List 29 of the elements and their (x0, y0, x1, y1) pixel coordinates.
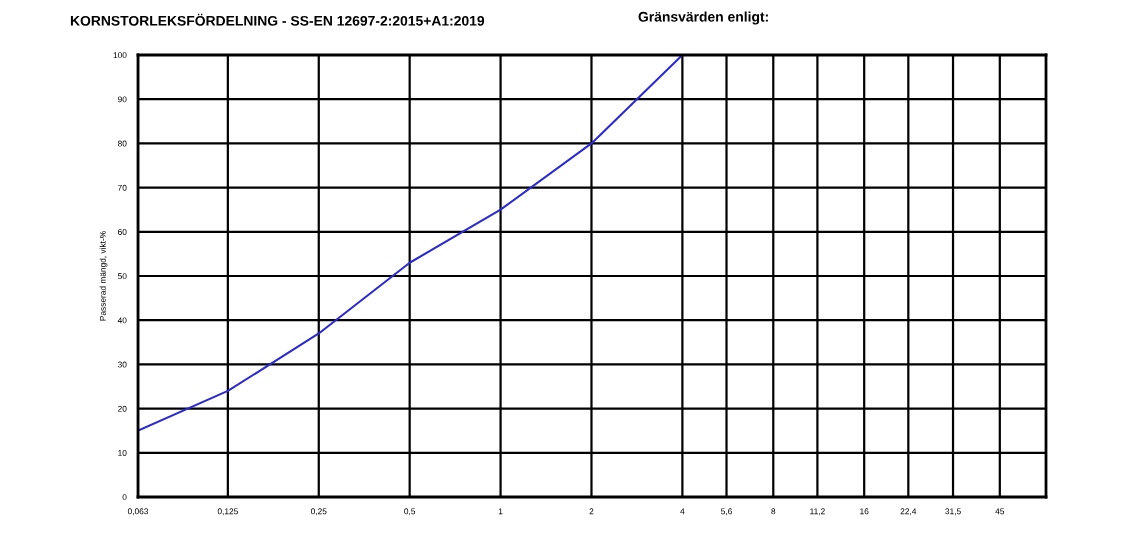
x-tick-label: 0,5 (404, 508, 416, 516)
y-tick-label: 30 (117, 361, 127, 368)
text: Gränsvärden enligt: (638, 11, 768, 25)
y-tick-label: 80 (117, 140, 127, 147)
chart-title: KORNSTORLEKSFÖRDELNING - SS-EN 12697-2:2015+A1:2019 (70, 13, 485, 26)
x-tick-label: 22,4 (900, 508, 917, 516)
line-series (138, 55, 684, 432)
y-tick-label: 60 (118, 229, 127, 235)
x-tick-label: 16 (860, 508, 869, 515)
x-tick-label: 45 (995, 508, 1005, 515)
x-tick-label: 8 (771, 508, 776, 515)
y-tick-label: 10 (118, 450, 127, 456)
y-tick-label: 100 (113, 52, 127, 59)
x-tick-label: 2 (589, 508, 594, 515)
x-tick-label: 1 (498, 508, 503, 515)
y-tick-label: 40 (117, 317, 127, 324)
y-tick-label: 0 (122, 494, 127, 501)
x-tick-label: 5,6 (721, 508, 732, 516)
x-tick-label: 0,063 (127, 508, 149, 516)
y-tick-label: 70 (118, 184, 127, 191)
y-axis-title: Passerad mängd, vikt-% (99, 231, 108, 321)
x-tick-label: 0,125 (217, 508, 238, 516)
y-tick-label: 50 (117, 273, 127, 280)
x-tick-label: 4 (680, 508, 685, 515)
x-tick-label: 31,5 (945, 508, 961, 516)
y-tick-label: 20 (118, 405, 127, 412)
y-tick-label: 90 (118, 96, 127, 103)
x-tick-label: 0,25 (310, 508, 327, 516)
x-tick-label: 11,2 (810, 508, 825, 516)
